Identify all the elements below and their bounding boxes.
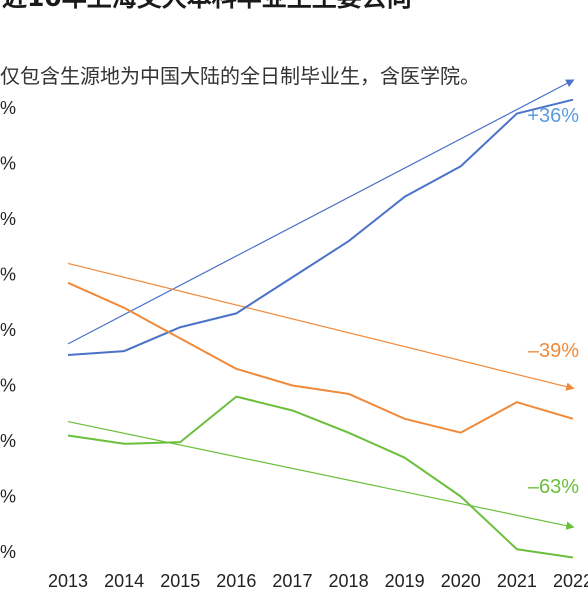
x-tick-label: 2013: [48, 571, 88, 591]
x-tick-label: 2021: [497, 571, 537, 591]
y-tick-label: %: [0, 542, 16, 562]
trend-line: [67, 79, 575, 345]
x-tick-label: 2022: [553, 571, 588, 591]
x-tick-label: 2016: [216, 571, 256, 591]
y-tick-label: %: [0, 376, 16, 396]
trend-annotation: –39%: [528, 340, 579, 362]
trend-annotation: –63%: [528, 476, 579, 498]
page-title: 近10年上海交大本科毕业生主要去向: [2, 0, 412, 14]
x-tick-label: 2015: [160, 571, 200, 591]
series-line: [67, 395, 574, 559]
page-subtitle: 仅包含生源地为中国大陆的全日制毕业生，含医学院。: [0, 64, 480, 88]
y-tick-label: %: [0, 154, 16, 174]
y-tick-label: %: [0, 98, 16, 118]
trend-line: [67, 420, 575, 530]
y-tick-label: %: [0, 209, 16, 229]
x-tick-label: 2017: [272, 571, 312, 591]
y-tick-label: %: [0, 320, 16, 340]
trend-annotation: +36%: [527, 105, 579, 127]
x-tick-label: 2014: [104, 571, 144, 591]
series-line: [67, 281, 574, 434]
y-tick-label: %: [0, 431, 16, 451]
x-tick-label: 2018: [329, 571, 369, 591]
y-tick-label: %: [0, 487, 16, 507]
y-tick-label: %: [0, 265, 16, 285]
series-line: [67, 98, 574, 356]
x-tick-label: 2020: [441, 571, 481, 591]
x-tick-label: 2019: [385, 571, 425, 591]
trend-line: [67, 262, 575, 391]
